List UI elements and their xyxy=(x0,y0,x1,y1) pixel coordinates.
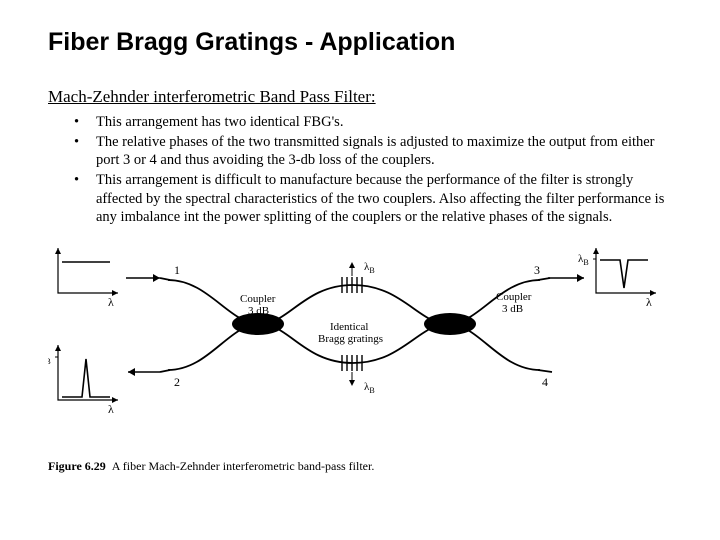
bullet-item: This arrangement is difficult to manufac… xyxy=(74,171,672,225)
center-label-1: Identical xyxy=(330,321,368,333)
coupler-2 xyxy=(424,313,476,335)
coupler-2-label: Coupler xyxy=(496,291,532,303)
bullet-item: This arrangement has two identical FBG's… xyxy=(74,113,672,131)
port-label-4: 4 xyxy=(542,375,548,389)
mz-diagram: 1 2 3 4 xyxy=(126,261,584,395)
axis-label: λ xyxy=(108,402,114,416)
figure: λ λB λ xyxy=(48,240,668,450)
coupler-1-label-2: 3 dB xyxy=(248,305,269,317)
plot-output-notch: λB λ xyxy=(578,248,656,309)
axis-label: λ xyxy=(646,295,652,309)
lambda-b-bottom: λB xyxy=(364,381,375,395)
port-label-2: 2 xyxy=(174,375,180,389)
port-label-1: 1 xyxy=(174,263,180,277)
plot-input-flat: λ xyxy=(55,248,118,309)
lambda-b-top: λB xyxy=(364,261,375,275)
figure-svg: λ λB λ xyxy=(48,240,668,450)
coupler-1-label: Coupler xyxy=(240,293,276,305)
port-label-3: 3 xyxy=(534,263,540,277)
plot-input-peak: λB λ xyxy=(48,345,118,416)
slide-subtitle: Mach-Zehnder interferometric Band Pass F… xyxy=(48,87,672,107)
bullet-item: The relative phases of the two transmitt… xyxy=(74,133,672,169)
figure-caption: Figure 6.29 A fiber Mach-Zehnder interfe… xyxy=(48,459,668,474)
coupler-2-label-2: 3 dB xyxy=(502,303,523,315)
axis-label: λ xyxy=(108,295,114,309)
axis-tick: λB xyxy=(578,253,589,267)
bullet-list: This arrangement has two identical FBG's… xyxy=(48,113,672,226)
center-label-2: Bragg gratings xyxy=(318,333,383,345)
axis-tick: λB xyxy=(48,352,51,366)
slide-title: Fiber Bragg Gratings - Application xyxy=(48,28,672,57)
